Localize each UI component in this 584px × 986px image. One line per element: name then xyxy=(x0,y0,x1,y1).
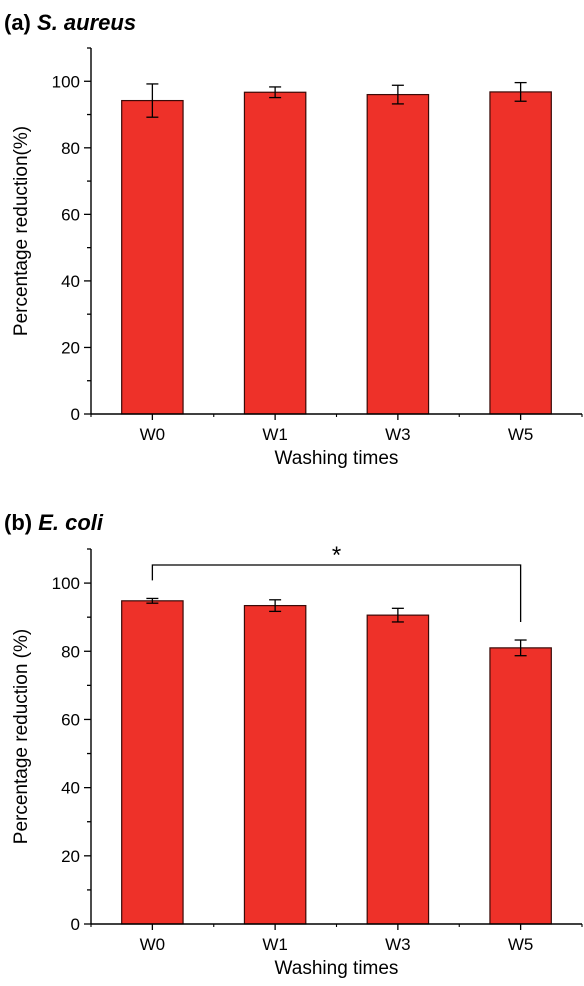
a-ytick-label-100: 100 xyxy=(52,72,80,91)
a-xtick-label-W0: W0 xyxy=(140,425,166,444)
a-errorbar-W5 xyxy=(514,81,527,102)
panel-a-title: S. aureus xyxy=(37,10,136,35)
a-xtick-label-W5: W5 xyxy=(508,425,534,444)
panel-b-title: E. coli xyxy=(38,510,104,535)
chart-b: 0 20 40 60 80 100 W0 W1 W3 W5 Washing times Percent… xyxy=(11,542,583,979)
b-y-axis-title: Percentage reduction (%) xyxy=(11,629,32,844)
b-xtick-label-W1: W1 xyxy=(262,935,288,954)
b-errorbar-W5 xyxy=(514,639,527,657)
chart-a: 0 20 40 60 80 100 W0 W1 W3 W5 Washing times Percent… xyxy=(11,47,583,469)
a-errorbar-W3 xyxy=(391,84,404,105)
a-bar-W3 xyxy=(366,93,430,415)
b-bar-W0 xyxy=(121,600,184,925)
b-ytick-label-40: 40 xyxy=(61,779,80,798)
a-ytick-label-20: 20 xyxy=(61,338,80,357)
b-ytick-label-80: 80 xyxy=(61,642,80,661)
b-bar-W1 xyxy=(243,604,307,925)
b-ytick-label-20: 20 xyxy=(61,847,80,866)
b-ytick-label-0: 0 xyxy=(71,915,80,934)
b-xtick-label-W0: W0 xyxy=(140,935,166,954)
a-errorbar-W1 xyxy=(269,86,282,99)
panel-a-label: (a) S. aureus xyxy=(4,10,136,35)
a-bar-W0 xyxy=(121,99,184,415)
a-bar-W5 xyxy=(489,91,552,415)
a-errorbar-W0 xyxy=(146,83,159,118)
a-ytick-label-80: 80 xyxy=(61,139,80,158)
a-y-axis-title: Percentage reduction(%) xyxy=(11,126,32,336)
b-xtick-label-W5: W5 xyxy=(508,935,534,954)
a-ytick-label-60: 60 xyxy=(61,205,80,224)
b-xtick-label-W3: W3 xyxy=(385,935,411,954)
b-ytick-label-100: 100 xyxy=(52,574,80,593)
a-bar-W1 xyxy=(243,91,307,415)
b-bar-W5 xyxy=(489,647,552,925)
a-xtick-label-W1: W1 xyxy=(262,425,288,444)
b-errorbar-W3 xyxy=(391,607,404,623)
a-ytick-label-40: 40 xyxy=(61,272,80,291)
b-bar-W3 xyxy=(366,614,430,925)
b-significance-bracket xyxy=(151,564,522,623)
a-ytick-label-0: 0 xyxy=(71,405,80,424)
a-x-axis-title: Washing times xyxy=(275,448,399,469)
b-x-axis-title: Washing times xyxy=(275,958,399,979)
b-errorbar-W0 xyxy=(146,597,159,604)
panel-b-label: (b) E. coli xyxy=(4,510,104,535)
b-ytick-label-60: 60 xyxy=(61,710,80,729)
b-significance-label: * xyxy=(332,542,341,569)
b-errorbar-W1 xyxy=(269,599,282,613)
a-xtick-label-W3: W3 xyxy=(385,425,411,444)
b-significance-line xyxy=(151,564,522,623)
